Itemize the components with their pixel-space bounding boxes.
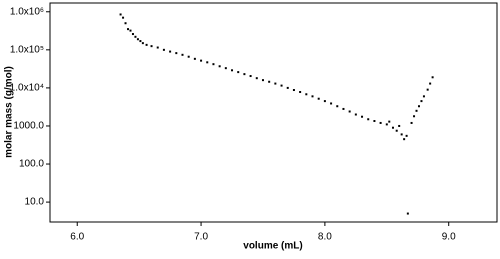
point xyxy=(193,57,196,60)
point xyxy=(274,82,277,85)
x-tick-label: 7.0 xyxy=(194,232,208,243)
point xyxy=(311,95,314,98)
point xyxy=(398,124,401,127)
point xyxy=(200,59,203,62)
point xyxy=(330,102,333,105)
point xyxy=(388,120,391,123)
point xyxy=(187,55,190,58)
point xyxy=(127,28,130,31)
y-tick-label: 100.0 xyxy=(19,159,44,170)
y-tick-label: 10.0 xyxy=(25,197,45,208)
point xyxy=(405,134,408,137)
point xyxy=(122,16,125,19)
point xyxy=(212,63,215,66)
point xyxy=(243,73,246,76)
point xyxy=(426,88,429,91)
plot-frame xyxy=(49,2,498,223)
point xyxy=(131,33,134,36)
x-axis-title: volume (mL) xyxy=(243,241,302,252)
point xyxy=(406,212,409,215)
point xyxy=(286,86,289,89)
point xyxy=(420,100,423,103)
point xyxy=(237,71,240,74)
point xyxy=(175,52,178,55)
point xyxy=(305,93,308,96)
point xyxy=(169,50,172,53)
point xyxy=(336,105,339,108)
point xyxy=(224,67,227,70)
point xyxy=(249,75,252,78)
point xyxy=(292,89,295,92)
point xyxy=(417,105,420,108)
point xyxy=(150,45,153,48)
point xyxy=(403,138,406,141)
x-tick-label: 9.0 xyxy=(442,232,456,243)
point xyxy=(162,48,165,51)
point xyxy=(299,91,302,94)
point xyxy=(410,121,413,124)
point xyxy=(156,46,159,49)
point xyxy=(429,82,432,85)
point xyxy=(129,29,132,32)
point xyxy=(206,61,209,64)
point xyxy=(415,109,418,112)
y-tick-label: 1.0x10⁵ xyxy=(10,44,44,55)
point xyxy=(342,107,345,110)
y-axis-title: molar mass (g/mol) xyxy=(4,66,15,158)
point xyxy=(385,123,388,126)
point xyxy=(119,13,122,16)
point xyxy=(317,97,320,100)
point xyxy=(141,42,144,45)
point xyxy=(218,65,221,68)
point xyxy=(136,38,139,41)
x-tick-label: 6.0 xyxy=(70,232,84,243)
point xyxy=(139,40,142,43)
point xyxy=(400,133,403,136)
point xyxy=(323,100,326,103)
point xyxy=(348,110,351,113)
point xyxy=(255,77,258,80)
point xyxy=(367,118,370,121)
point xyxy=(134,35,137,38)
point xyxy=(361,115,364,118)
point xyxy=(280,84,283,87)
point xyxy=(413,115,416,118)
point xyxy=(431,76,434,79)
point xyxy=(231,69,234,72)
point xyxy=(261,79,264,82)
point xyxy=(181,53,184,56)
point xyxy=(373,120,376,123)
x-tick-label: 8.0 xyxy=(318,232,332,243)
point xyxy=(268,80,271,83)
point xyxy=(379,121,382,124)
point xyxy=(145,43,148,46)
y-tick-label: 1.0x10⁶ xyxy=(10,6,44,17)
point xyxy=(354,113,357,116)
point xyxy=(422,95,425,98)
y-tick-label: 1.0x10⁴ xyxy=(10,83,44,94)
point xyxy=(124,22,127,25)
point xyxy=(395,129,398,132)
y-tick-label: 1000.0 xyxy=(13,121,44,132)
point xyxy=(391,126,394,129)
